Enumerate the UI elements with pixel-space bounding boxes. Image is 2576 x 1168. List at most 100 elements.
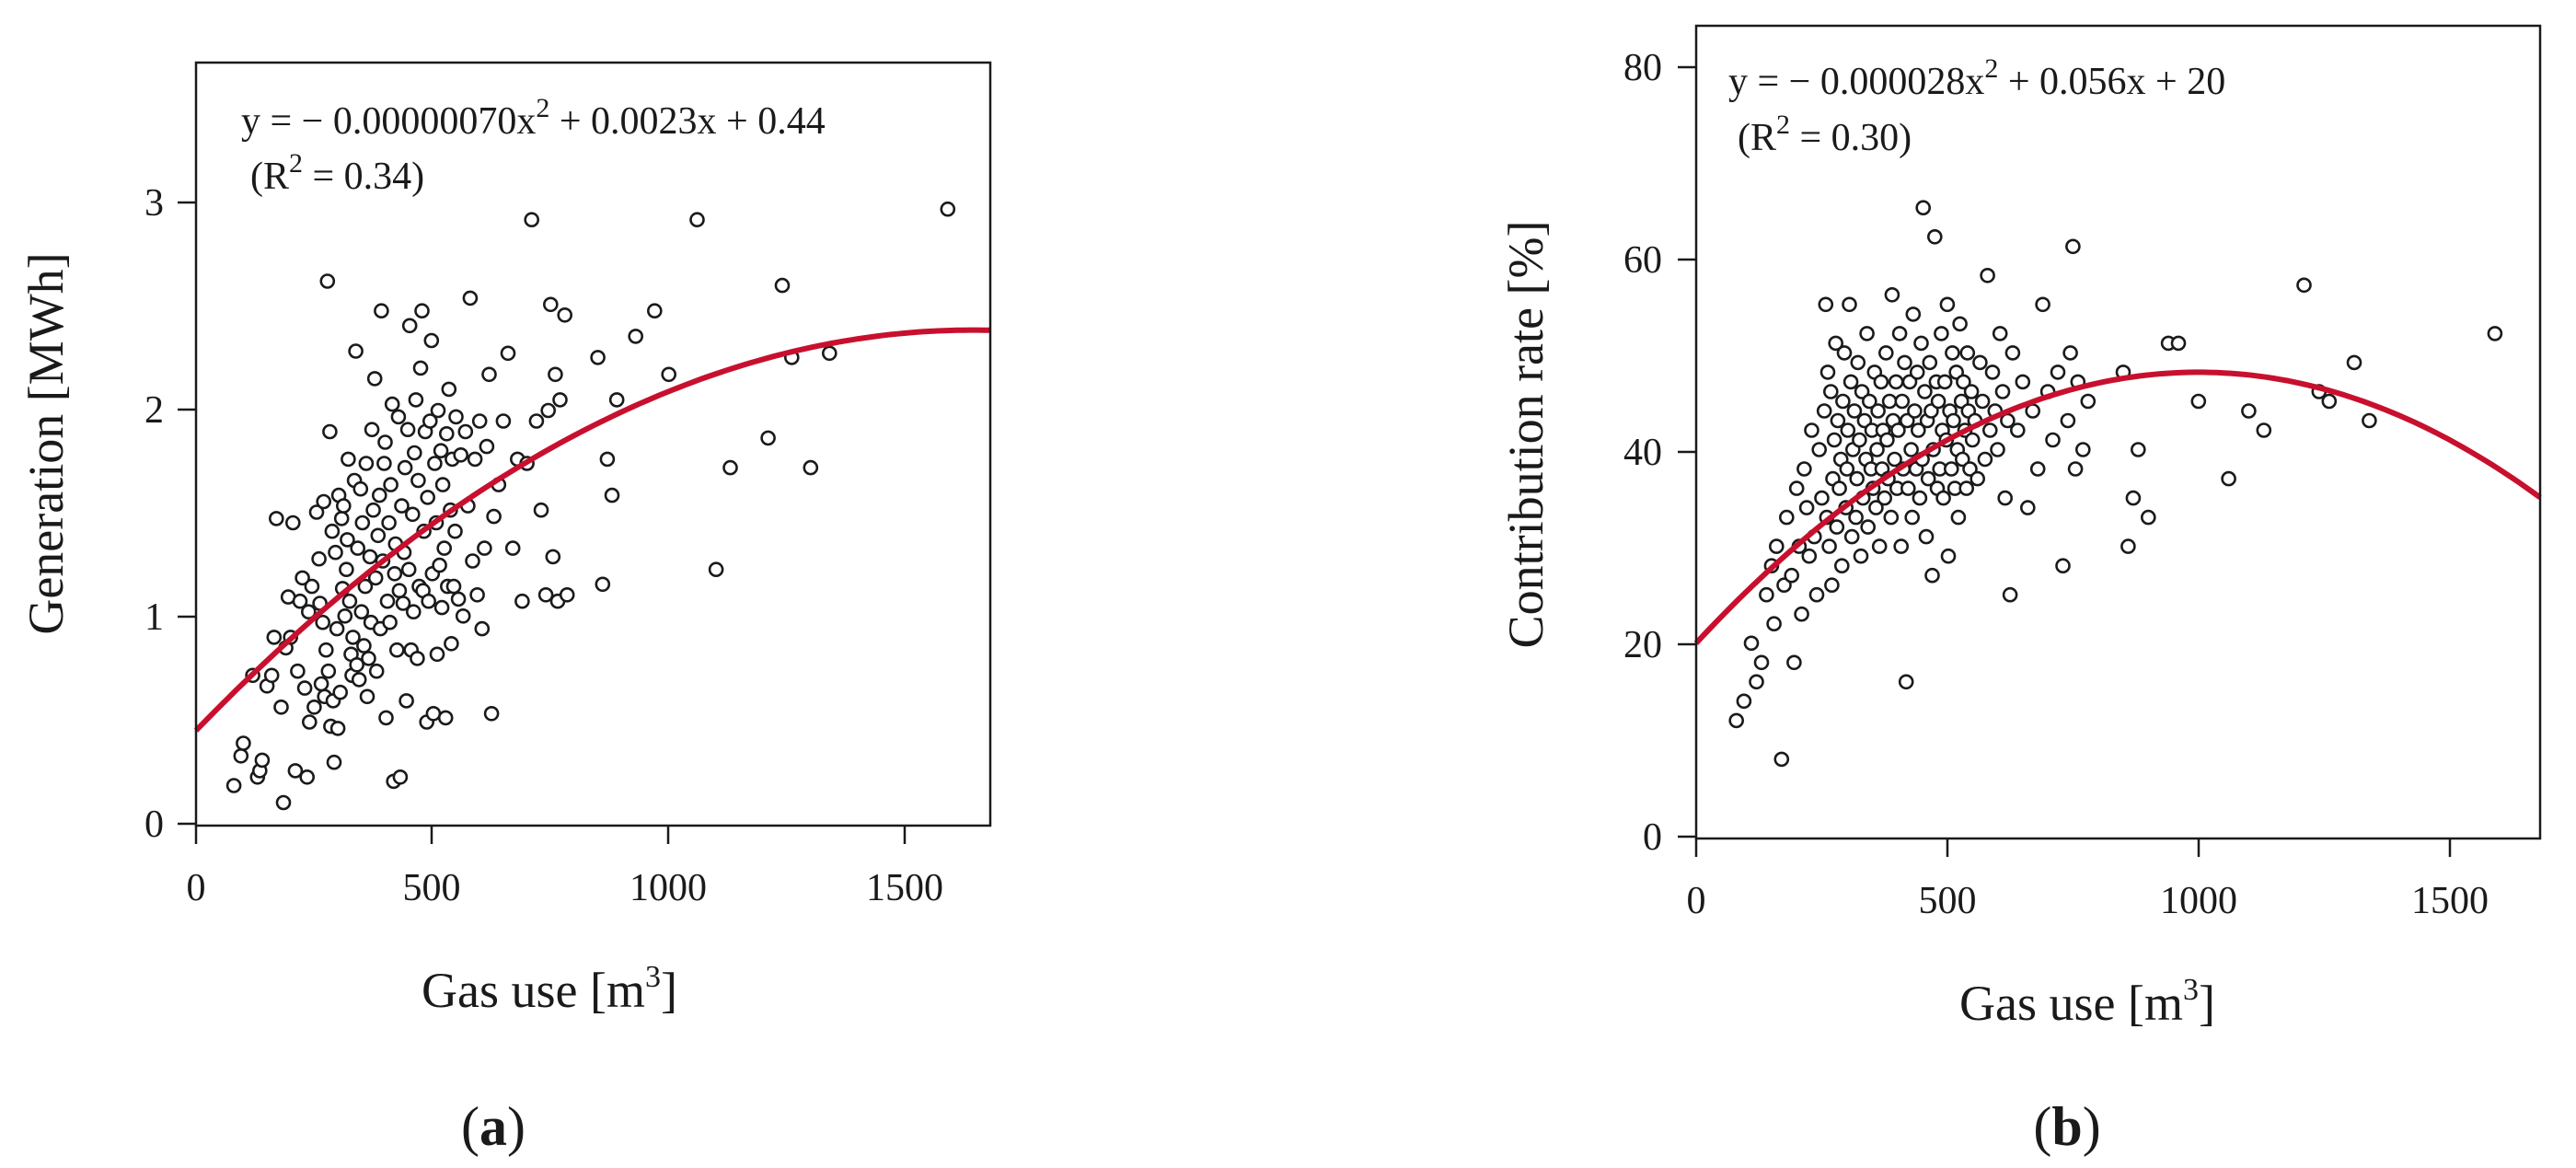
chart-a-data-point (421, 593, 437, 609)
chart-b-data-point (1766, 616, 1782, 632)
chart-a-ylabel: Generation [MWh] (18, 252, 74, 634)
chart-b-equation: y = − 0.000028x2 + 0.056x + 20 (1728, 53, 2225, 103)
chart-a-data-point (445, 578, 462, 595)
chart-b-data-point (1980, 267, 1995, 283)
chart-a-data-point (399, 693, 414, 709)
chart-b-data-point (1940, 548, 1957, 564)
chart-b-data-point (2487, 326, 2503, 341)
chart-b-data-point (1808, 586, 1825, 603)
chart-a-data-point (349, 656, 365, 673)
chart-a-data-point (453, 446, 469, 463)
chart-a-data-point (374, 303, 389, 319)
chart-a-data-point (557, 306, 573, 323)
chart-a-data-point (455, 607, 471, 624)
chart-a-xtick-label: 0 (187, 867, 206, 909)
chart-a-data-point (353, 604, 370, 620)
chart-a-data-point (358, 456, 375, 471)
chart-b-data-point (1850, 354, 1866, 371)
chart-b-data-point (2025, 403, 2040, 419)
chart-b-data-point (1879, 432, 1895, 448)
chart-a-data-point (406, 445, 422, 461)
chart-b-data-point (1776, 577, 1792, 594)
chart-b-data-point (1939, 296, 1956, 313)
chart-a-data-point (559, 586, 575, 603)
chart-a-data-point (308, 504, 325, 520)
chart-b-data-point (1862, 393, 1877, 410)
chart-a-y-axis: 0 1 2 3 (144, 182, 196, 846)
chart-a: 0 1 2 3 0 500 1000 1500 Gas use [m3] Gen… (18, 61, 992, 1157)
chart-b-data-point (1893, 538, 1909, 554)
chart-b-data-point (1828, 335, 1843, 352)
chart-a-data-point (462, 290, 479, 306)
chart-a-data-point (316, 493, 332, 510)
chart-b-ytick-label: 20 (1623, 624, 1662, 666)
chart-b-data-point (2065, 238, 2081, 255)
chart-b-xtick-label: 1000 (2160, 880, 2237, 922)
chart-a-data-point (410, 472, 426, 489)
chart-a-data-point (438, 425, 455, 442)
chart-a-data-point (608, 392, 625, 408)
chart-a-data-point (401, 318, 418, 334)
chart-b-data-point (1749, 674, 1764, 690)
chart-b-data-point (1819, 364, 1836, 380)
chart-b-data-point (1759, 586, 1774, 603)
chart-b-data-point (1736, 693, 1752, 710)
chart-a-data-point (254, 752, 271, 769)
chart-a-data-point (341, 593, 358, 609)
chart-a-data-point (504, 540, 521, 556)
chart-a-data-point (319, 273, 336, 289)
chart-b-xlabel: Gas use [m3] (1959, 973, 2215, 1031)
chart-b-data-point (1956, 374, 1971, 390)
chart-a-data-point (528, 413, 545, 429)
chart-a-data-point (457, 423, 474, 440)
chart-b-data-point (1835, 393, 1851, 410)
chart-a-data-point (335, 498, 352, 514)
chart-a-data-point (359, 688, 375, 705)
chart-a-data-point (364, 422, 380, 438)
chart-a-data-point (388, 642, 405, 658)
chart-b-data-point (2067, 461, 2084, 477)
chart-b-data-point (1853, 548, 1869, 564)
chart-a-data-point (311, 550, 327, 567)
chart-b-data-point (1909, 364, 1925, 380)
chart-a-data-point (365, 502, 381, 518)
chart-b-data-point (1883, 509, 1900, 526)
chart-b-data-point (1922, 354, 1938, 371)
chart-a-data-point (322, 423, 338, 440)
chart-a-data-point (290, 663, 306, 679)
chart-b-data-point (2050, 364, 2066, 380)
chart-a-data-point (233, 747, 249, 764)
chart-a-points (225, 201, 956, 811)
chart-b-data-point (1878, 345, 1894, 361)
chart-a-data-point (263, 667, 280, 684)
chart-b-data-point (1796, 461, 1812, 477)
chart-a-data-point (405, 604, 422, 620)
chart-b-data-point (2256, 422, 2272, 438)
chart-a-data-point (500, 345, 516, 362)
chart-a-data-point (399, 422, 416, 438)
chart-b-data-point (1814, 490, 1830, 506)
chart-a-data-point (429, 646, 445, 663)
chart-b-data-point (1842, 374, 1859, 390)
chart-a-data-point (328, 544, 343, 561)
chart-b-data-point (1788, 480, 1805, 496)
chart-b-data-point (1869, 442, 1885, 457)
chart-a-ytick-label: 1 (144, 596, 164, 639)
chart-b-data-point (2055, 558, 2071, 574)
chart-b-data-point (1830, 412, 1846, 429)
chart-a-data-point (382, 614, 398, 630)
chart-a-data-point (345, 630, 361, 645)
chart-b-data-point (2015, 374, 2031, 390)
chart-a-xtick-label: 500 (403, 867, 461, 909)
chart-b-points (1728, 200, 2503, 768)
chart-a-data-point (479, 438, 495, 455)
chart-a-data-point (481, 366, 497, 383)
chart-b-data-point (2346, 354, 2362, 371)
chart-b-data-point (1946, 412, 1961, 429)
chart-a-data-point (371, 487, 387, 503)
chart-a-data-point (441, 381, 457, 398)
chart-b-data-point (1891, 326, 1908, 341)
chart-a-data-point (266, 630, 283, 645)
chart-a-data-point (368, 663, 385, 679)
chart-a-xtick-label: 1000 (630, 867, 707, 909)
